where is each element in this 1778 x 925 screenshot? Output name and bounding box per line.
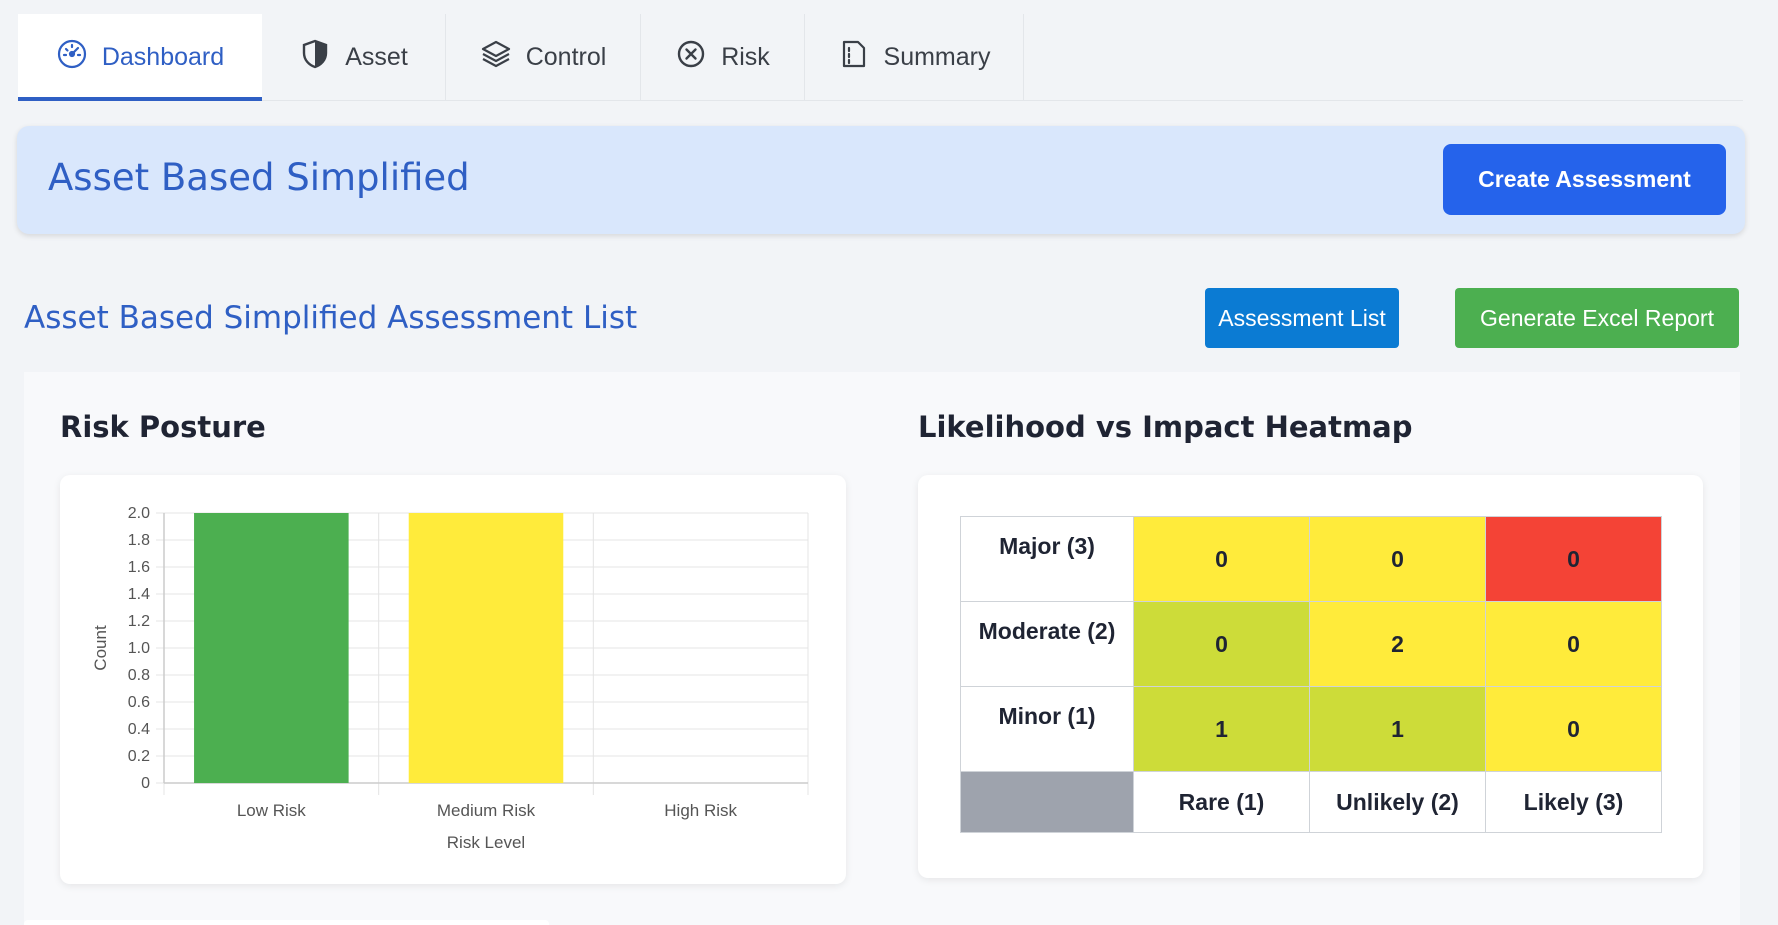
y-axis-title: Count	[91, 625, 110, 671]
heatmap-column-label: Likely (3)	[1485, 771, 1662, 833]
x-tick-label: High Risk	[664, 801, 737, 820]
y-tick-label: 0.8	[128, 667, 150, 684]
heatmap-cell: 1	[1309, 686, 1486, 772]
heatmap-cell: 0	[1133, 516, 1310, 602]
x-circle-icon	[675, 38, 707, 77]
heatmap-row-label: Moderate (2)	[960, 601, 1134, 687]
page-title: Asset Based Simplified	[48, 156, 470, 199]
y-tick-label: 1.4	[128, 586, 150, 603]
assessment-banner: Asset Based Simplified Create Assessment	[17, 126, 1745, 234]
heatmap-cell: 2	[1309, 601, 1486, 687]
heatmap-column-labels: Rare (1) Unlikely (2) Likely (3)	[960, 771, 1662, 833]
tab-asset[interactable]: Asset	[262, 14, 446, 100]
tab-control[interactable]: Control	[446, 14, 641, 100]
heatmap-row-label: Major (3)	[960, 516, 1134, 602]
tab-dashboard-label: Dashboard	[101, 42, 225, 71]
heatmap-row-major: Major (3) 0 0 0	[960, 516, 1662, 602]
y-tick-label: 2.0	[128, 505, 150, 522]
tab-risk[interactable]: Risk	[641, 14, 805, 100]
document-icon	[838, 38, 870, 77]
section-title: Asset Based Simplified Assessment List	[24, 300, 638, 336]
heatmap-cell: 0	[1485, 601, 1662, 687]
y-tick-label: 0.4	[128, 721, 150, 738]
y-tick-label: 0	[141, 775, 150, 792]
y-tick-label: 1.0	[128, 640, 150, 657]
tab-control-label: Control	[525, 42, 607, 71]
y-tick-label: 1.8	[128, 532, 150, 549]
heatmap-corner	[960, 771, 1134, 833]
heatmap-column-label: Unlikely (2)	[1309, 771, 1486, 833]
tab-summary-label: Summary	[883, 42, 991, 71]
y-tick-label: 0.6	[128, 694, 150, 711]
layers-icon	[480, 38, 512, 77]
tab-dashboard[interactable]: Dashboard	[18, 14, 262, 101]
heatmap-title: Likelihood vs Impact Heatmap	[918, 410, 1413, 444]
tab-summary[interactable]: Summary	[805, 14, 1024, 100]
x-tick-label: Medium Risk	[437, 801, 536, 820]
heatmap-table: Major (3) 0 0 0 Moderate (2) 0 2 0 Minor…	[960, 516, 1662, 833]
heatmap-column-label: Rare (1)	[1133, 771, 1310, 833]
heatmap-cell: 0	[1485, 686, 1662, 772]
risk-posture-title: Risk Posture	[60, 410, 266, 444]
create-assessment-button[interactable]: Create Assessment	[1443, 144, 1726, 215]
y-tick-label: 0.2	[128, 748, 150, 765]
risk-posture-chart: 0 0.2 0.4 0.6 0.8 1.0 1.2 1.4 1.6 1.8 2.0 Low Risk M…	[91, 505, 809, 852]
bar	[408, 513, 564, 783]
shield-icon	[299, 38, 331, 77]
heatmap-cell: 1	[1133, 686, 1310, 772]
x-tick-label: Low Risk	[237, 801, 306, 820]
next-card-edge	[24, 920, 549, 925]
heatmap-cell: 0	[1485, 516, 1662, 602]
heatmap-cell: 0	[1309, 516, 1486, 602]
tab-asset-label: Asset	[345, 42, 408, 71]
heatmap-row-minor: Minor (1) 1 1 0	[960, 686, 1662, 772]
tab-risk-label: Risk	[721, 42, 770, 71]
tab-bar: Dashboard Asset Control Risk Summary	[18, 14, 1743, 101]
assessment-list-button[interactable]: Assessment List	[1205, 288, 1399, 348]
y-tick-label: 1.6	[128, 559, 150, 576]
heatmap-row-label: Minor (1)	[960, 686, 1134, 772]
bar	[194, 513, 349, 783]
x-axis-title: Risk Level	[447, 833, 525, 852]
generate-excel-report-button[interactable]: Generate Excel Report	[1455, 288, 1739, 348]
dashboard-gauge-icon	[56, 38, 88, 77]
heatmap-row-moderate: Moderate (2) 0 2 0	[960, 601, 1662, 687]
heatmap-cell: 0	[1133, 601, 1310, 687]
y-tick-label: 1.2	[128, 613, 150, 630]
risk-posture-card: 0 0.2 0.4 0.6 0.8 1.0 1.2 1.4 1.6 1.8 2.0 Low Risk M…	[60, 475, 846, 884]
